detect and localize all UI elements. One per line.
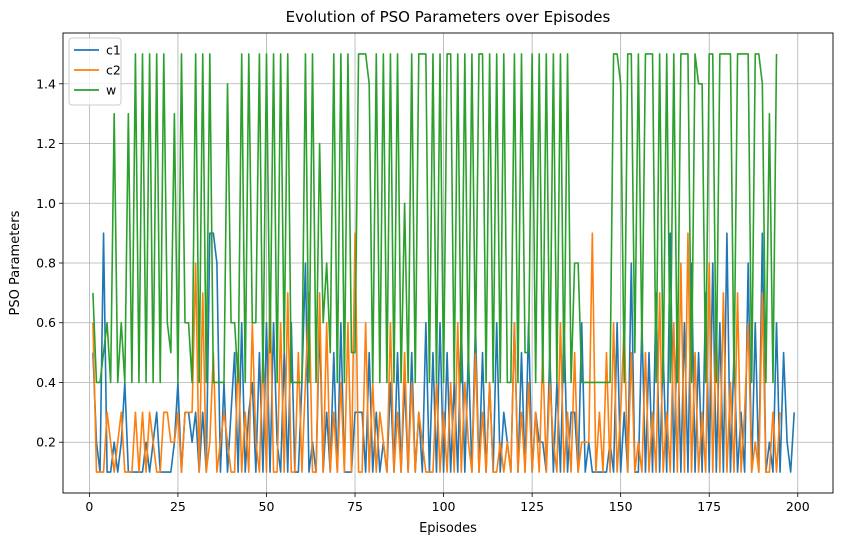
x-tick-label: 100 [432, 499, 456, 514]
legend: c1 c2 w [68, 37, 122, 106]
series-line-w [92, 53, 778, 384]
chart-title: Evolution of PSO Parameters over Episode… [286, 8, 611, 26]
y-axis-label: PSO Parameters [8, 210, 23, 315]
y-tick-label: 1.4 [36, 76, 56, 91]
x-tick-label: 75 [347, 499, 363, 514]
y-tick-label: 0.4 [36, 375, 56, 390]
x-tick-label: 0 [85, 499, 93, 514]
legend-label-w: w [106, 83, 116, 98]
y-axis: 0.2 0.4 0.6 0.8 1.0 1.2 1.4 [36, 76, 63, 450]
x-tick-label: 125 [520, 499, 544, 514]
y-tick-label: 1.2 [36, 136, 56, 151]
x-tick-label: 200 [786, 499, 810, 514]
series-lines [92, 53, 796, 473]
y-tick-label: 0.2 [36, 435, 56, 450]
y-tick-label: 1.0 [36, 196, 56, 211]
y-tick-label: 0.8 [36, 256, 56, 271]
legend-box [68, 37, 122, 106]
x-tick-label: 175 [697, 499, 721, 514]
x-tick-label: 150 [609, 499, 633, 514]
y-tick-label: 0.6 [36, 315, 56, 330]
x-axis: 0 25 50 75 100 125 150 175 200 [85, 493, 810, 514]
x-tick-label: 50 [259, 499, 275, 514]
x-axis-label: Episodes [419, 521, 477, 536]
x-tick-label: 25 [170, 499, 186, 514]
legend-label-c2: c2 [106, 63, 121, 78]
legend-label-c1: c1 [106, 43, 121, 58]
